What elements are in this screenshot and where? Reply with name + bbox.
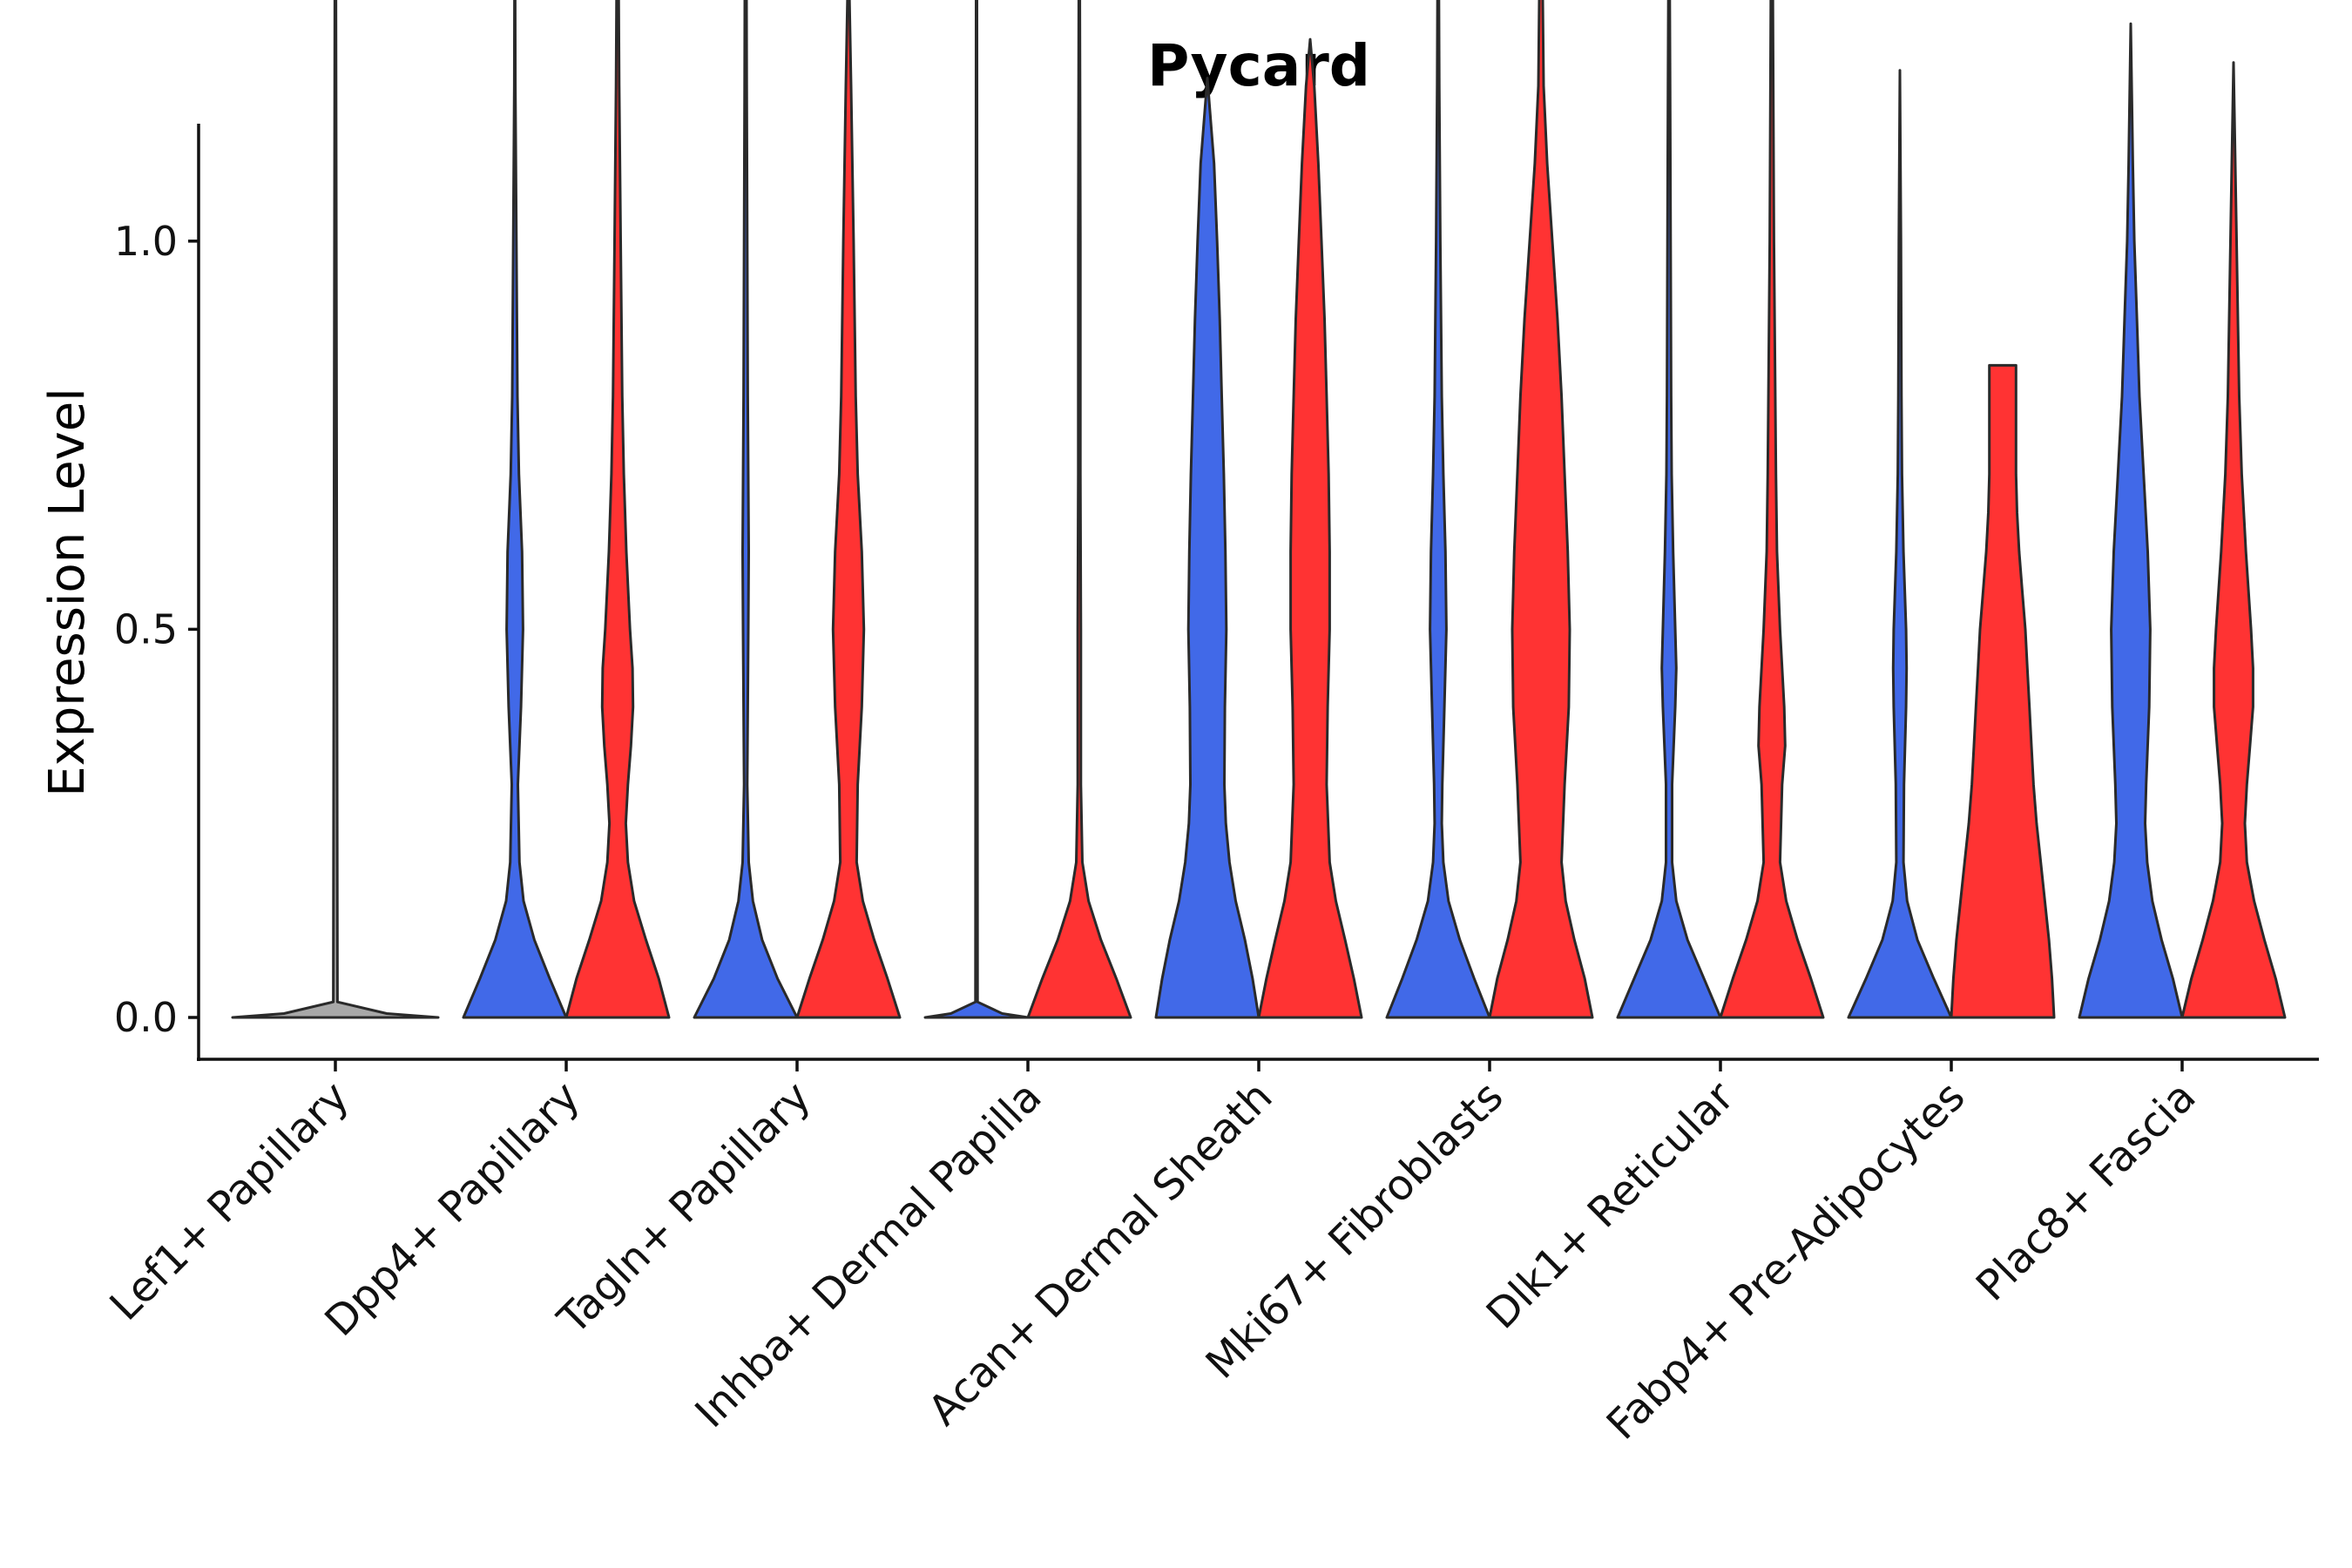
violin-7-group2 <box>1719 0 1825 1019</box>
violin-group-4 <box>923 0 1132 1019</box>
violin-9-group1 <box>2078 22 2184 1019</box>
violin-group-1 <box>231 0 440 1019</box>
violin-7-group1 <box>1616 0 1722 1019</box>
x-tick-label: Tagln+ Papillary <box>548 1072 820 1344</box>
y-tick-label: 0.0 <box>114 994 178 1041</box>
violin-group-6 <box>1385 0 1594 1019</box>
y-axis-label: Expression Level <box>39 388 96 797</box>
violin-8-group2 <box>1950 363 2056 1019</box>
violin-group-2 <box>462 0 671 1019</box>
violin-5-group1 <box>1154 77 1260 1019</box>
x-tick-label: Dpp4+ Papillary <box>315 1072 589 1346</box>
violin-6-group1 <box>1385 0 1491 1019</box>
x-tick-label: Plac8+ Fascia <box>1967 1072 2206 1311</box>
y-tick-label: 0.5 <box>114 605 178 652</box>
violin-9-group2 <box>2180 61 2287 1019</box>
x-tick-label: Dlk1+ Reticular <box>1477 1072 1744 1339</box>
y-ticks: 0.00.51.01.52.0 <box>114 218 199 1041</box>
violin-group-9 <box>2078 22 2287 1019</box>
violin-2-group2 <box>564 0 671 1019</box>
violin-3-group2 <box>795 0 902 1019</box>
x-tick-label: Lef1+ Papillary <box>101 1072 359 1330</box>
violin-3-group1 <box>693 0 799 1019</box>
violin-4-group2 <box>1026 0 1132 1019</box>
chart-title: Pycard <box>1147 32 1370 99</box>
violin-1-all <box>231 0 440 1019</box>
violin-6-group2 <box>1488 0 1594 1019</box>
violin-group-7 <box>1616 0 1825 1019</box>
violins-layer <box>231 0 2287 1019</box>
violin-2-group1 <box>462 0 568 1019</box>
y-tick-label: 1.0 <box>114 218 178 265</box>
violin-8-group1 <box>1847 69 1953 1019</box>
violin-4-group1 <box>923 0 1030 1019</box>
violin-group-3 <box>693 0 902 1019</box>
violin-group-5 <box>1154 37 1363 1019</box>
violin-group-8 <box>1847 69 2056 1019</box>
violin-5-group2 <box>1257 37 1363 1019</box>
